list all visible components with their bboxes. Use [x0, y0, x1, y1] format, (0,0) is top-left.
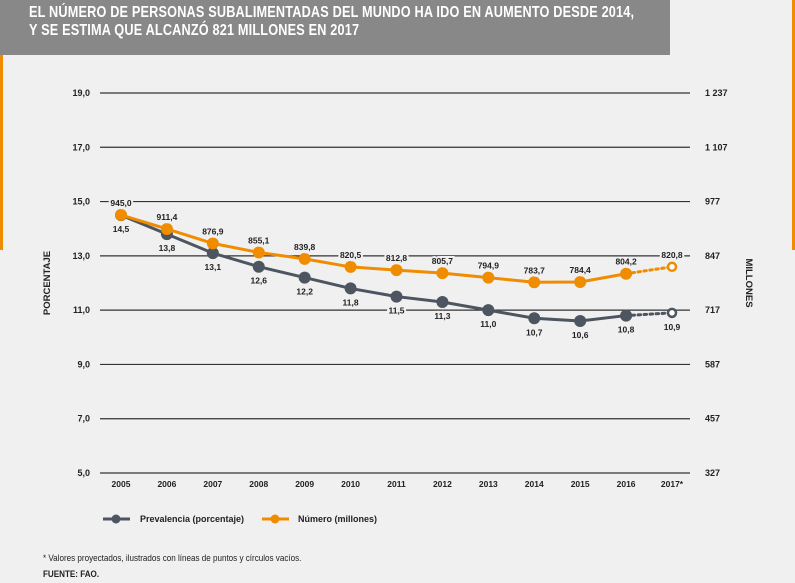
x-tick-label: 2015 — [571, 479, 590, 489]
y-tick-label: 7,0 — [77, 414, 90, 424]
data-point — [390, 264, 403, 277]
data-point — [482, 271, 495, 284]
x-tick-label: 2006 — [157, 479, 176, 489]
y-tick-label: 19,0 — [72, 88, 90, 98]
data-point — [298, 271, 311, 284]
x-tick-label: 2017* — [661, 479, 684, 489]
y2-tick-label: 1 237 — [705, 88, 728, 98]
data-point — [344, 282, 357, 295]
y-tick-label: 17,0 — [72, 142, 90, 152]
data-point — [206, 237, 219, 250]
projected-point — [666, 307, 678, 319]
data-label: 10,6 — [572, 330, 589, 340]
source: FUENTE: FAO. — [43, 569, 100, 580]
y2-tick-label: 587 — [705, 359, 720, 369]
projected-line-number — [624, 265, 674, 276]
projected-line-prevalence — [624, 311, 674, 318]
data-label: 13,1 — [205, 262, 222, 272]
left-accent-edge — [0, 0, 3, 250]
data-label: 12,6 — [250, 276, 267, 286]
data-point — [528, 312, 541, 325]
x-tick-label: 2005 — [112, 479, 131, 489]
series-line-number — [120, 213, 627, 284]
y2-tick-label: 1 107 — [705, 142, 728, 152]
y-tick-label: 5,0 — [77, 468, 90, 478]
data-point — [344, 260, 357, 273]
legend-marker — [111, 514, 121, 524]
data-label: 11,0 — [480, 319, 496, 329]
projected-point — [666, 261, 678, 273]
y2-tick-label: 457 — [705, 414, 720, 424]
x-tick-label: 2013 — [479, 479, 498, 489]
data-point — [252, 246, 265, 259]
data-point — [160, 222, 173, 235]
x-tick-label: 2008 — [249, 479, 268, 489]
y-tick-label: 9,0 — [77, 359, 90, 369]
data-point — [620, 267, 633, 280]
data-label: 804,2 — [615, 257, 637, 267]
data-point — [115, 208, 127, 221]
x-tick-label: 2010 — [341, 479, 360, 489]
data-label: 14,5 — [113, 224, 130, 234]
x-tick-label: 2007 — [203, 479, 222, 489]
data-label: 12,2 — [296, 287, 313, 297]
data-label: 820,8 — [661, 250, 683, 260]
data-label: 784,4 — [570, 265, 592, 275]
chart-title: EL NÚMERO DE PERSONAS SUBALIMENTADAS DEL… — [29, 4, 634, 40]
series-line-prevalence — [120, 213, 627, 323]
x-tick-label: 2012 — [433, 479, 452, 489]
data-point — [528, 276, 541, 289]
y-tick-label: 11,0 — [73, 305, 90, 315]
title-line-1: EL NÚMERO DE PERSONAS SUBALIMENTADAS DEL… — [29, 4, 635, 21]
x-tick-label: 2011 — [387, 479, 406, 489]
x-tick-label: 2014 — [525, 479, 544, 489]
legend-marker — [270, 514, 280, 524]
right-accent-edge — [792, 0, 795, 250]
data-point — [574, 275, 587, 288]
data-label: 805,7 — [432, 256, 454, 266]
data-label: 11,3 — [434, 311, 450, 321]
data-label: 13,8 — [159, 243, 176, 253]
data-label: 10,8 — [618, 325, 635, 335]
y2-tick-label: 327 — [705, 468, 720, 478]
data-label: 11,5 — [388, 306, 404, 316]
y-axis-label: PORCENTAJE — [42, 251, 53, 315]
data-point — [620, 309, 633, 322]
x-tick-label: 2016 — [617, 479, 636, 489]
data-label: 855,1 — [248, 235, 270, 245]
data-label: 820,5 — [340, 250, 362, 260]
data-label: 839,8 — [294, 242, 316, 252]
data-label: 10,9 — [664, 322, 681, 332]
data-point — [482, 304, 495, 317]
y2-tick-label: 847 — [705, 251, 720, 261]
legend-label: Número (millones) — [298, 514, 377, 524]
data-point — [436, 296, 449, 308]
data-label: 876,9 — [202, 226, 224, 236]
data-label: 911,4 — [157, 212, 178, 222]
y2-axis-label: MILLONES — [743, 258, 754, 307]
y2-tick-label: 977 — [705, 197, 720, 207]
data-point — [436, 267, 449, 280]
data-point — [298, 252, 311, 265]
data-point — [252, 260, 265, 273]
title-bar: EL NÚMERO DE PERSONAS SUBALIMENTADAS DEL… — [0, 0, 670, 55]
y2-tick-label: 717 — [705, 305, 720, 315]
y-tick-label: 13,0 — [72, 251, 90, 261]
data-label: 812,8 — [386, 253, 408, 263]
data-point — [574, 315, 587, 327]
data-point — [390, 290, 403, 303]
footnote: * Valores proyectados, ilustrados con lí… — [43, 553, 302, 564]
x-tick-label: 2009 — [295, 479, 314, 489]
title-line-2: Y SE ESTIMA QUE ALCANZÓ 821 MILLONES EN … — [29, 22, 360, 39]
legend-label: Prevalencia (porcentaje) — [140, 514, 244, 524]
data-label: 10,7 — [526, 327, 543, 337]
y-tick-label: 15,0 — [72, 197, 90, 207]
data-label: 11,8 — [343, 297, 359, 307]
data-point — [206, 247, 219, 260]
data-label: 945,0 — [110, 198, 132, 208]
data-label: 783,7 — [524, 265, 546, 275]
data-label: 794,9 — [478, 261, 500, 271]
